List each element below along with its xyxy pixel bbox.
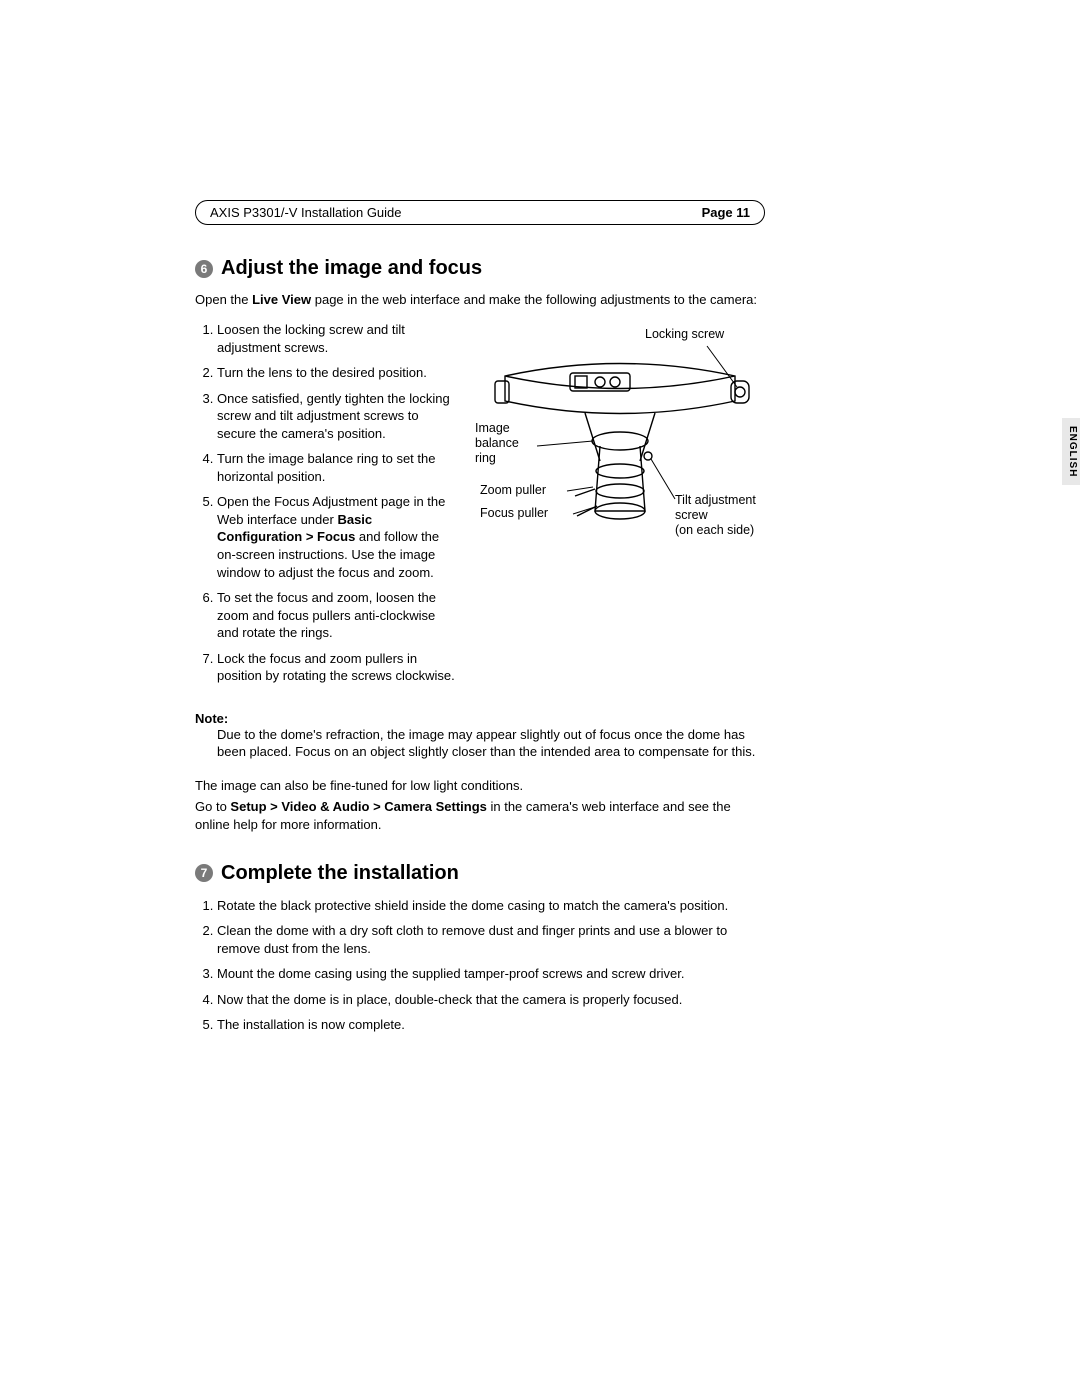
page-content: AXIS P3301/-V Installation Guide Page 11… <box>195 200 765 1042</box>
goto-prefix: Go to <box>195 799 230 814</box>
step5-bold: Basic Configuration > Focus <box>217 512 372 545</box>
list-item: Clean the dome with a dry soft cloth to … <box>217 922 765 957</box>
list-item: Loosen the locking screw and tilt adjust… <box>217 321 455 356</box>
section6-heading-text: Adjust the image and focus <box>221 257 482 280</box>
camera-diagram: Locking screw Image balance ring Zoom pu… <box>475 321 765 551</box>
list-item: Turn the lens to the desired position. <box>217 364 455 382</box>
list-item: Rotate the black protective shield insid… <box>217 897 765 915</box>
label-zoom-puller: Zoom puller <box>480 483 546 498</box>
section7-heading: 7 Complete the installation <box>195 862 765 885</box>
list-item: The installation is now complete. <box>217 1016 765 1034</box>
label-focus-puller: Focus puller <box>480 506 548 521</box>
list-item: To set the focus and zoom, loosen the zo… <box>217 589 455 642</box>
section7-heading-text: Complete the installation <box>221 862 459 885</box>
label-tilt-adj-text: Tilt adjustment screw <box>675 493 756 522</box>
list-item: Mount the dome casing using the supplied… <box>217 965 765 983</box>
note-body: Due to the dome's refraction, the image … <box>195 726 765 761</box>
label-tilt-adj: Tilt adjustment screw (on each side) <box>675 493 765 538</box>
label-locking-screw: Locking screw <box>645 327 724 342</box>
section6-steps: Loosen the locking screw and tilt adjust… <box>195 321 455 685</box>
section6-note: Note: Due to the dome's refraction, the … <box>195 711 765 761</box>
goto-bold: Setup > Video & Audio > Camera Settings <box>230 799 486 814</box>
section6-diagram-column: Locking screw Image balance ring Zoom pu… <box>475 321 765 693</box>
goto-line: Go to Setup > Video & Audio > Camera Set… <box>195 798 765 833</box>
page-number: Page 11 <box>702 205 750 220</box>
section6-bullet-icon: 6 <box>195 260 213 278</box>
list-item: Once satisfied, gently tighten the locki… <box>217 390 455 443</box>
doc-title: AXIS P3301/-V Installation Guide <box>210 205 402 220</box>
list-item: Open the Focus Adjustment page in the We… <box>217 493 455 581</box>
section7-bullet-icon: 7 <box>195 864 213 882</box>
page-header-bar: AXIS P3301/-V Installation Guide Page 11 <box>195 200 765 225</box>
list-item: Now that the dome is in place, double-ch… <box>217 991 765 1009</box>
section6-steps-column: Loosen the locking screw and tilt adjust… <box>195 321 455 693</box>
finetune-line: The image can also be fine-tuned for low… <box>195 777 765 795</box>
note-label: Note: <box>195 711 765 726</box>
intro-bold: Live View <box>252 292 311 307</box>
section7-steps: Rotate the black protective shield insid… <box>195 897 765 1034</box>
intro-suffix: page in the web interface and make the f… <box>311 292 757 307</box>
language-tab: ENGLISH <box>1062 418 1080 485</box>
list-item: Lock the focus and zoom pullers in posit… <box>217 650 455 685</box>
label-tilt-adj-sub: (on each side) <box>675 523 754 537</box>
section6-intro: Open the Live View page in the web inter… <box>195 292 765 307</box>
section6-heading: 6 Adjust the image and focus <box>195 257 765 280</box>
label-image-balance: Image balance ring <box>475 421 535 466</box>
list-item: Turn the image balance ring to set the h… <box>217 450 455 485</box>
intro-prefix: Open the <box>195 292 252 307</box>
